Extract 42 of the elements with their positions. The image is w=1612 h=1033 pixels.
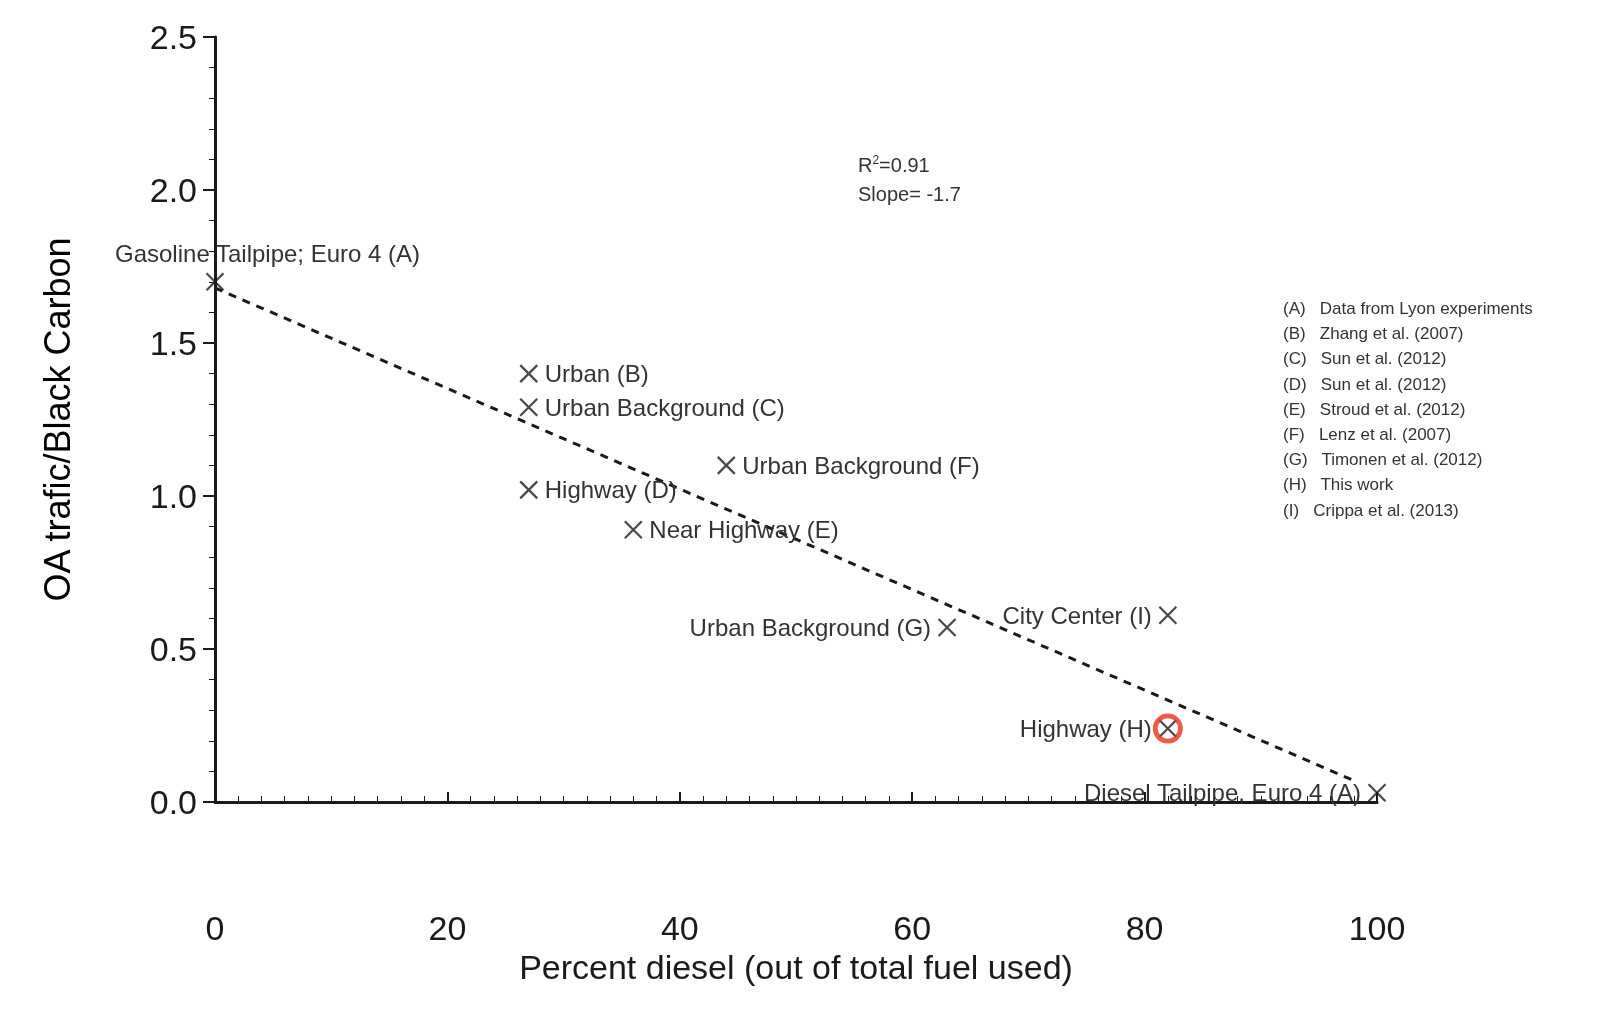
y-axis-title: OA trafic/Black Carbon [36,237,78,602]
annotation: (A) Data from Lyon experiments [1283,299,1533,318]
annotation: Urban Background (C) [544,393,785,421]
point [937,617,957,638]
annotation: (C) Sun et al. (2012) [1283,349,1447,369]
annotation: City Center (I) [1002,601,1152,629]
x-axis-title: Percent diesel (out of total fuel used) [519,947,1073,986]
x-tick-label: 20 [428,909,467,947]
annotation: (F) Lenz et al. (2007) [1283,425,1452,444]
annotation: Highway (D) [544,476,677,504]
point [205,272,225,292]
annotation: Highway (H) [1019,715,1152,743]
annotation: (D) Sun et al. (2012) [1283,374,1447,394]
x-tick-label: 60 [893,909,932,947]
y-tick-label: 2.0 [149,171,197,209]
annotation: (G) Timonen et al. (2012) [1283,450,1483,470]
annotation: Urban Background (F) [742,451,980,479]
point [519,397,539,417]
point [1158,605,1178,625]
y-tick-label: 0.0 [149,783,197,821]
point [519,480,539,500]
point [623,520,643,540]
x-tick-label: 40 [660,909,699,947]
y-tick-label: 1.0 [149,477,197,515]
annotation: Urban Background (G) [689,614,932,642]
annotation: (B) Zhang et al. (2007) [1283,324,1464,344]
annotation: (E) Stroud et al. (2012) [1283,399,1466,419]
annotation: Slope= -1.7 [858,183,961,205]
annotation: (I) Crippa et al. (2013) [1283,500,1459,520]
annotation: (H) This work [1283,475,1394,495]
annotation: Near Highway (E) [649,516,839,544]
annotation: Urban (B) [544,360,649,388]
annotation: Diesel Tailpipe, Euro 4 (A) [1083,779,1361,807]
x-tick-label: 80 [1125,909,1164,947]
y-tick-label: 0.5 [149,630,197,668]
y-tick-label: 1.5 [149,324,197,362]
point [1152,713,1183,744]
point [716,455,736,475]
x-tick-label: 0 [205,909,225,947]
x-tick-label: 100 [1348,909,1406,947]
point [519,364,539,384]
y-tick-label: 2.5 [149,18,197,56]
